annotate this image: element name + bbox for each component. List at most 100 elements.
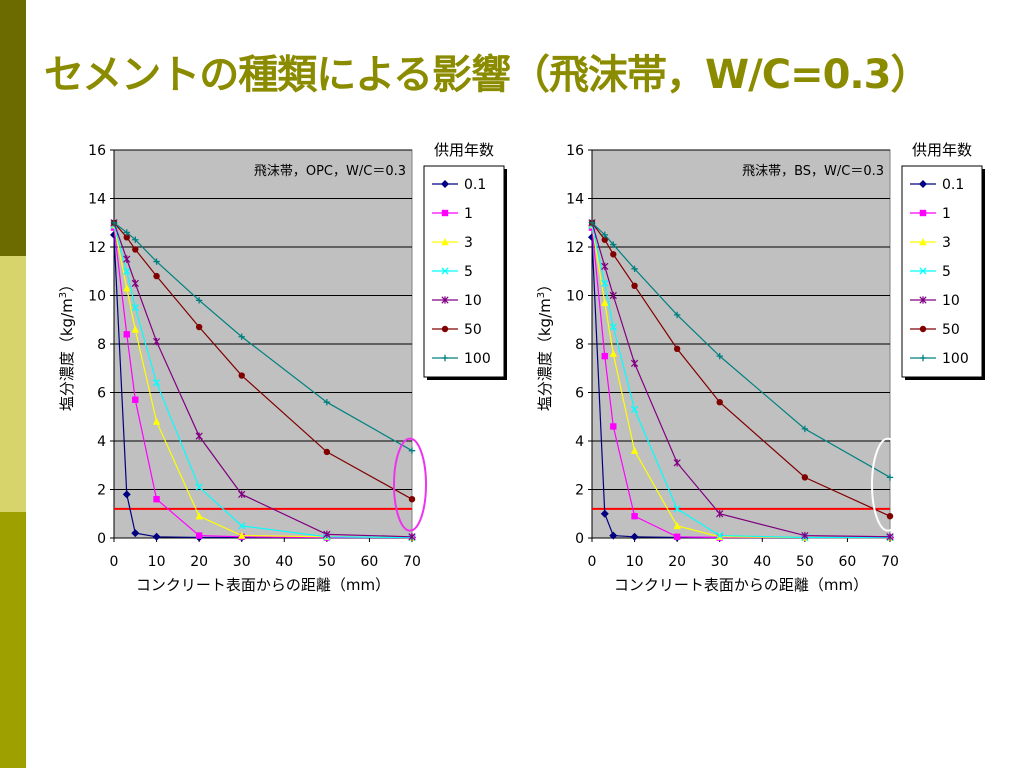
data-point-100 xyxy=(716,352,723,360)
data-point-1 xyxy=(153,496,160,503)
x-tick-label: 30 xyxy=(233,554,251,570)
data-point-3 xyxy=(152,417,161,425)
legend-label: 10 xyxy=(464,293,482,309)
legend-label: 3 xyxy=(942,235,951,251)
data-point-10 xyxy=(195,432,203,440)
y-tick-label: 10 xyxy=(566,289,584,305)
y-tick-label: 14 xyxy=(88,192,106,208)
data-point-5 xyxy=(609,323,617,331)
data-point-0.1 xyxy=(630,532,639,541)
data-point-5 xyxy=(238,522,246,530)
chart-opc: 0 2 4 6 8 10 12 14 16 0 10 20 30 40 50 60 70 飛沫帯，OPC，W/C＝… xyxy=(58,141,507,594)
y-tick-label: 0 xyxy=(575,531,584,547)
data-point-1 xyxy=(123,331,130,338)
y-axis-label: 塩分濃度（kg/m3） xyxy=(536,277,554,411)
legend-title: 供用年数 xyxy=(912,141,972,159)
data-point-50 xyxy=(716,399,723,406)
data-point-0.1 xyxy=(131,529,140,538)
legend-marker xyxy=(441,354,449,362)
data-point-100 xyxy=(110,219,118,226)
data-point-3 xyxy=(123,284,131,292)
series-line-100 xyxy=(113,222,413,452)
legend-marker xyxy=(441,209,449,217)
data-point-3 xyxy=(609,349,617,357)
legend-title: 供用年数 xyxy=(434,141,494,159)
legend-marker xyxy=(919,180,927,188)
legend-label: 0.1 xyxy=(942,177,964,193)
chart-annotation: 飛沫帯，BS，W/C＝0.3 xyxy=(742,164,884,179)
data-point-50 xyxy=(123,234,130,241)
y-tick-label: 12 xyxy=(88,240,106,256)
data-point-50 xyxy=(886,512,894,520)
data-point-10 xyxy=(886,533,894,541)
data-point-0.1 xyxy=(122,490,131,499)
data-point-100 xyxy=(801,425,809,433)
data-point-5 xyxy=(195,483,203,491)
data-point-10 xyxy=(238,490,246,499)
x-tick-label: 0 xyxy=(110,554,119,570)
data-point-50 xyxy=(408,496,416,503)
data-point-10 xyxy=(408,533,416,541)
legend-label: 3 xyxy=(464,235,473,251)
x-tick-label: 30 xyxy=(711,554,729,570)
data-point-50 xyxy=(601,236,608,243)
legend-marker xyxy=(919,354,927,362)
y-tick-label: 16 xyxy=(566,143,584,159)
y-tick-label: 8 xyxy=(575,337,584,353)
data-point-100 xyxy=(601,231,608,239)
x-tick-label: 20 xyxy=(668,554,686,570)
data-point-100 xyxy=(238,333,245,340)
x-tick-label: 50 xyxy=(796,554,814,570)
data-point-1 xyxy=(132,396,139,403)
x-tick-label: 70 xyxy=(403,554,421,570)
x-tick-label: 70 xyxy=(881,554,899,570)
y-tick-label: 2 xyxy=(97,483,106,499)
x-axis-label: コンクリート表面からの距離（mm） xyxy=(136,576,390,594)
data-point-50 xyxy=(323,448,331,456)
series-line-10 xyxy=(591,222,891,538)
data-point-10 xyxy=(609,291,617,300)
data-point-100 xyxy=(886,474,894,481)
accent-bar-top xyxy=(0,0,26,256)
data-point-3 xyxy=(195,512,203,520)
y-tick-label: 14 xyxy=(566,192,584,208)
data-point-100 xyxy=(588,219,596,226)
data-point-100 xyxy=(195,297,203,304)
data-point-10 xyxy=(601,262,609,271)
x-tick-label: 10 xyxy=(626,554,644,570)
x-tick-label: 20 xyxy=(190,554,208,570)
legend-marker xyxy=(441,180,449,188)
legend-label: 100 xyxy=(464,351,491,367)
legend-marker xyxy=(919,267,927,275)
x-tick-label: 40 xyxy=(275,554,293,570)
data-point-50 xyxy=(153,272,160,280)
series-line-10 xyxy=(113,222,413,538)
legend-label: 10 xyxy=(942,293,960,309)
series-line-5 xyxy=(113,225,413,539)
data-point-3 xyxy=(630,446,639,454)
x-tick-label: 40 xyxy=(753,554,771,570)
legend-marker xyxy=(919,325,927,333)
legend-marker xyxy=(919,209,927,217)
x-tick-label: 0 xyxy=(588,554,597,570)
data-point-100 xyxy=(408,447,416,454)
data-point-3 xyxy=(238,531,246,539)
legend-label: 1 xyxy=(942,206,951,222)
y-tick-label: 16 xyxy=(88,143,106,159)
y-axis-label: 塩分濃度（kg/m3） xyxy=(58,277,76,411)
data-point-10 xyxy=(323,530,331,539)
data-point-1 xyxy=(673,533,681,540)
data-point-1 xyxy=(610,423,617,430)
y-tick-label: 10 xyxy=(88,289,106,305)
legend-label: 0.1 xyxy=(464,177,486,193)
data-point-0.1 xyxy=(600,509,609,518)
y-tick-label: 0 xyxy=(97,531,106,547)
data-point-5 xyxy=(716,531,724,540)
chart-bs: 0 2 4 6 8 10 12 14 16 0 10 20 30 40 50 60 70 飛沫帯，BS，W/C＝0… xyxy=(536,141,985,594)
y-tick-label: 6 xyxy=(97,386,106,402)
x-tick-label: 50 xyxy=(318,554,336,570)
data-point-10 xyxy=(630,359,639,368)
data-point-5 xyxy=(601,279,609,288)
data-point-10 xyxy=(131,279,139,288)
data-point-100 xyxy=(610,241,617,248)
